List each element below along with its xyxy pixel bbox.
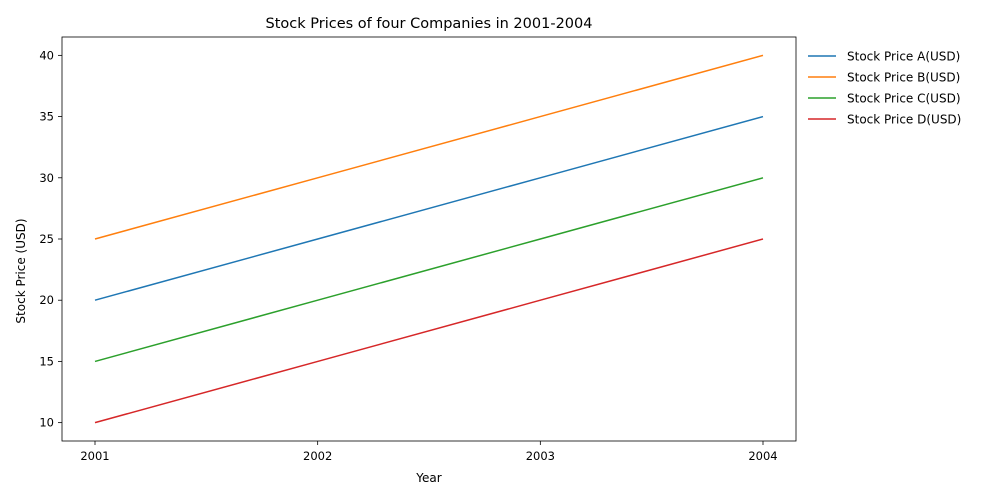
y-axis: 10 15 20 25 30 35 40 — [39, 48, 62, 430]
legend-label: Stock Price D(USD) — [847, 113, 961, 127]
y-tick-label: 30 — [39, 171, 54, 185]
y-tick-label: 40 — [39, 48, 54, 62]
series-line-1 — [94, 115, 764, 301]
x-axis-label: Year — [415, 471, 441, 485]
x-tick-label: 2001 — [80, 449, 109, 463]
legend-item: Stock Price B(USD) — [808, 71, 960, 85]
y-tick-label: 10 — [39, 416, 54, 430]
series-line-4 — [94, 238, 764, 424]
x-axis: 2001 2002 2003 2004 — [80, 441, 778, 463]
y-tick-label: 25 — [39, 232, 54, 246]
chart-title: Stock Prices of four Companies in 2001-2… — [266, 16, 593, 32]
x-tick-label: 2002 — [303, 449, 332, 463]
plot-area — [61, 36, 797, 442]
y-tick-label: 35 — [39, 110, 54, 124]
y-tick-label: 15 — [39, 354, 54, 368]
x-tick-label: 2004 — [748, 449, 777, 463]
x-tick-label: 2003 — [526, 449, 555, 463]
y-axis-label: Stock Price (USD) — [14, 218, 28, 323]
legend-label: Stock Price C(USD) — [847, 92, 961, 106]
legend-item: Stock Price C(USD) — [808, 92, 961, 106]
series-line-3 — [94, 177, 764, 363]
legend-label: Stock Price B(USD) — [847, 71, 960, 85]
legend-item: Stock Price D(USD) — [808, 113, 961, 127]
y-tick-label: 20 — [39, 293, 54, 307]
legend-item: Stock Price A(USD) — [808, 50, 960, 64]
series-line-2 — [94, 54, 764, 240]
legend: Stock Price A(USD) Stock Price B(USD) Stoc… — [808, 50, 961, 127]
plot-frame — [61, 36, 797, 442]
legend-label: Stock Price A(USD) — [847, 50, 960, 64]
